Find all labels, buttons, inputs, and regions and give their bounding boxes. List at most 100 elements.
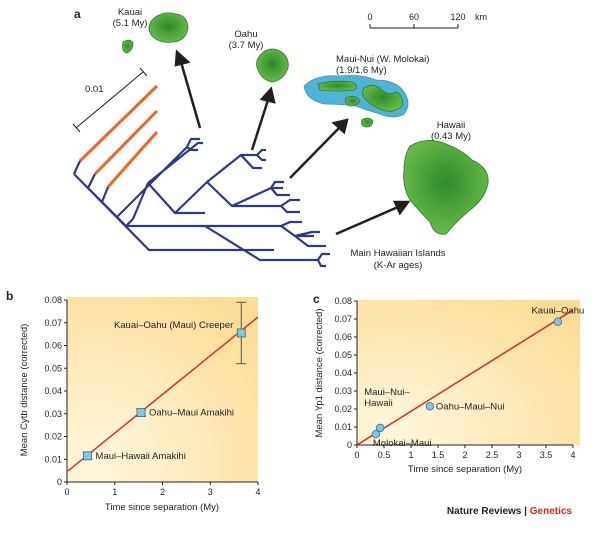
panel_c-point-label: Oahu–Maui–Nui bbox=[436, 401, 505, 412]
panel-c-plot-area bbox=[357, 300, 580, 445]
panel_b-ytick-label: 0.07 bbox=[44, 318, 62, 328]
kauai-name: Kauai bbox=[118, 7, 142, 18]
panel-c-label: c bbox=[313, 292, 320, 306]
panel_c-data-point bbox=[376, 423, 385, 433]
hawaii-age: (0.43 My) bbox=[431, 131, 471, 142]
credit-journal: Nature Reviews bbox=[446, 506, 522, 517]
oahu-name: Oahu bbox=[234, 29, 257, 40]
island-arrows bbox=[174, 49, 411, 236]
panel_c-data-point bbox=[553, 317, 563, 326]
map-caption-line1: Main Hawaiian Islands bbox=[350, 248, 445, 259]
panel_c-data-point bbox=[371, 430, 381, 439]
panel-b-axes: 0 1 2 3 4 0 0.01 0.02 0.03 0.04 0.05 0.06 0.07 0.08 bbox=[44, 295, 260, 497]
maui-island bbox=[362, 85, 403, 112]
panel-c-marks: Maui–Nui–Hawaii Molokai–Maui Oahu–Maui–Nui… bbox=[356, 306, 584, 449]
panel_c-xtick-label: 3.5 bbox=[540, 450, 553, 460]
panel_c-xtick-label: 3 bbox=[516, 450, 521, 460]
panel_c-point-label: Hawaii bbox=[364, 398, 393, 409]
panel_c-fit-line bbox=[356, 309, 574, 446]
panel_b-point-label: Oahu–Maui Amakihi bbox=[149, 408, 234, 419]
map-caption-line2: (K-Ar ages) bbox=[374, 260, 423, 271]
panel_c-ytick-label: 0.06 bbox=[334, 332, 352, 342]
panel-b-ylabel: Mean Cytb distance (corrected) bbox=[19, 324, 30, 457]
oahu-age: (3.7 My) bbox=[229, 40, 264, 51]
tree-scale-bar: 0.01 bbox=[72, 67, 148, 133]
km-scale-bar: 0 60 120 km bbox=[367, 12, 487, 29]
panel_b-ytick-label: 0.04 bbox=[44, 386, 62, 396]
panel_b-ytick-label: 0.02 bbox=[44, 432, 62, 442]
km-unit: km bbox=[475, 12, 487, 22]
panel_b-ytick-label: 0.05 bbox=[44, 363, 62, 373]
panel_b-xtick-label: 3 bbox=[208, 487, 213, 497]
panel_c-xtick-label: 2 bbox=[462, 450, 467, 460]
panel_b-ytick-label: 0.01 bbox=[44, 454, 62, 464]
island-labels: Kauai (5.1 My) Oahu (3.7 My) Maui-Nui (W… bbox=[113, 7, 471, 271]
panel-b-plot-area bbox=[67, 297, 258, 482]
panel_c-xtick-label: 1 bbox=[408, 450, 413, 460]
km-tick-0: 0 bbox=[367, 12, 372, 22]
panel_b-point-label: Kauai–Oahu (Maui) Creeper bbox=[114, 320, 233, 331]
niihau-island bbox=[122, 39, 134, 54]
panel_b-data-point bbox=[83, 451, 92, 461]
kahoolawe-island bbox=[361, 117, 374, 128]
molokai-island bbox=[317, 80, 357, 92]
panel_c-ytick-label: 0.08 bbox=[334, 296, 352, 306]
panel-c-xlabel: Time since separation (My) bbox=[408, 464, 522, 475]
panel_c-ytick-label: 0.03 bbox=[334, 386, 352, 396]
panel_c-ytick-label: 0.04 bbox=[334, 368, 352, 378]
panel_c-xtick-label: 1.5 bbox=[432, 450, 445, 460]
panel-b-marks: Maui–Hawaii Amakihi Oahu–Maui Amakihi Kaua… bbox=[66, 301, 259, 473]
panel_b-xtick-label: 4 bbox=[255, 487, 260, 497]
islands-map bbox=[122, 12, 489, 235]
kauai-age: (5.1 My) bbox=[113, 18, 148, 29]
panel_c-ytick-label: 0.07 bbox=[334, 314, 352, 324]
journal-credit: Nature Reviews | Genetics bbox=[447, 506, 572, 517]
panel-b-label: b bbox=[6, 289, 13, 303]
oahu-island bbox=[256, 48, 289, 83]
panel-c-axes: 0 0.5 1 1.5 2 2.5 3 3.5 4 0 0.01 0.02 0.03 0.04 0.05 0.… bbox=[334, 296, 575, 460]
panel_b-ytick-label: 0 bbox=[57, 477, 62, 487]
panel_b-xtick-label: 1 bbox=[112, 487, 117, 497]
panel_b-ytick-label: 0.06 bbox=[44, 341, 62, 351]
panel_b-point-label: Maui–Hawaii Amakihi bbox=[96, 451, 186, 462]
lanai-island bbox=[345, 96, 361, 107]
panel_c-point-label: Maui–Nui– bbox=[364, 387, 410, 398]
panel_b-ytick-label: 0.03 bbox=[44, 409, 62, 419]
panel_c-ytick-label: 0.05 bbox=[334, 350, 352, 360]
panel_c-point-label: Kauai–Oahu bbox=[531, 306, 584, 317]
panel_b-data-point bbox=[136, 408, 146, 418]
panel-c-ylabel: Mean Yp1 distance (corrected) bbox=[314, 308, 325, 437]
panel_c-xtick-label: 0.5 bbox=[378, 450, 391, 460]
credit-section: Genetics bbox=[529, 506, 572, 517]
maui-nui-age: (1.9/1.6 My) bbox=[336, 65, 387, 76]
panel-b: b 0 1 2 3 4 0 0.01 0.02 0.03 0.04 0.05 0.06 0.07 0.08… bbox=[6, 289, 261, 513]
panel-c: c 0 0.5 1 1.5 2 2.5 3 3.5 4 0 0.01 0.02 0.03 0.04 0.05… bbox=[313, 292, 584, 475]
panel_c-ytick-label: 0.02 bbox=[334, 404, 352, 414]
panel_c-xtick-label: 0 bbox=[354, 450, 359, 460]
hawaii-island bbox=[403, 140, 489, 235]
phylogeny bbox=[73, 84, 330, 268]
panel-a-label: a bbox=[74, 7, 81, 21]
km-tick-60: 60 bbox=[409, 12, 419, 22]
panel_b-data-point bbox=[236, 328, 246, 338]
hawaii-name: Hawaii bbox=[437, 120, 466, 131]
panel_c-data-point bbox=[425, 402, 435, 411]
kauai-island bbox=[148, 12, 189, 43]
panel_c-ytick-label: 0.01 bbox=[334, 422, 352, 432]
panel_c-point-label: Molokai–Maui bbox=[373, 438, 432, 449]
panel_c-xtick-label: 4 bbox=[570, 450, 575, 460]
panel-a: a 0 60 120 km 0.01 bbox=[72, 7, 489, 271]
tree-scale-label: 0.01 bbox=[85, 84, 104, 95]
tree-branches-orange bbox=[78, 84, 159, 188]
panel_b-fit-line bbox=[66, 316, 259, 473]
panel_c-ytick-label: 0 bbox=[347, 440, 352, 450]
panel_b-ytick-label: 0.08 bbox=[44, 295, 62, 305]
maui-nui-name: Maui-Nui (W. Molokai) bbox=[336, 54, 429, 65]
panel-b-xlabel: Time since separation (My) bbox=[105, 502, 219, 513]
panel_b-xtick-label: 2 bbox=[160, 487, 165, 497]
panel_c-xtick-label: 2.5 bbox=[486, 450, 499, 460]
panel_b-xtick-label: 0 bbox=[64, 487, 69, 497]
tree-branches-blue bbox=[73, 137, 330, 268]
credit-separator: | bbox=[524, 506, 527, 517]
